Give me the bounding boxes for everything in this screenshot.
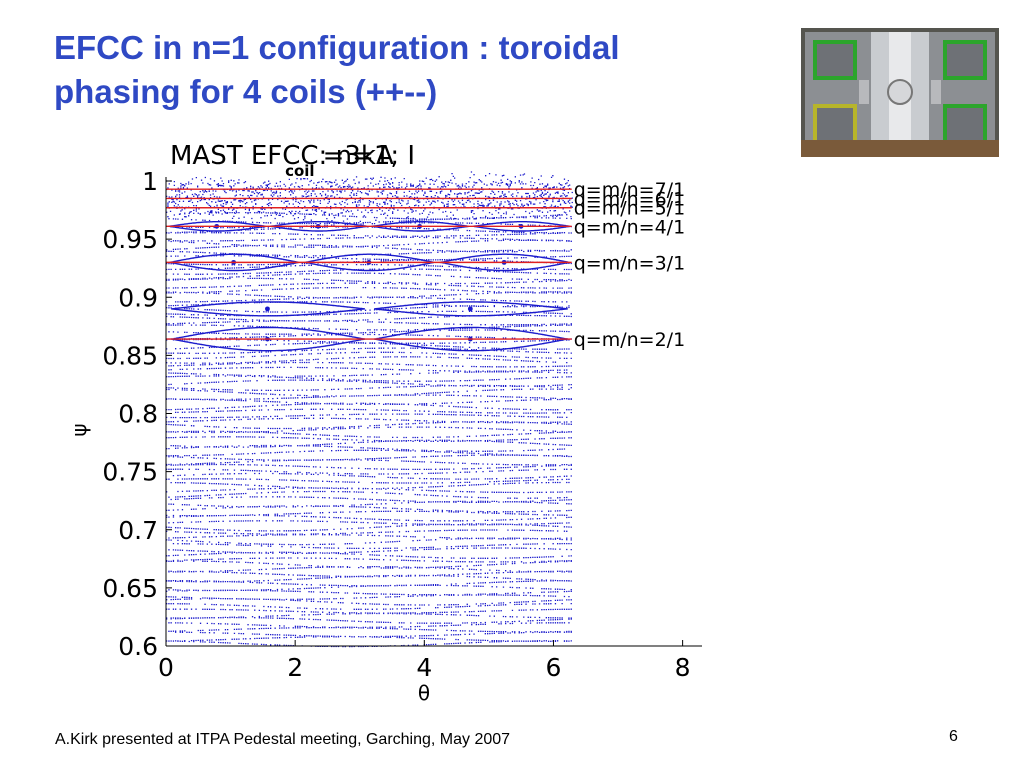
x-tick-label: 6 (546, 653, 562, 682)
chart-title-main: MAST EFCC: n=1; I (170, 141, 415, 171)
slide-title-line1: EFCC in n=1 configuration : toroidal (54, 29, 620, 66)
island-o-point (265, 306, 270, 312)
chart-axes: 0 2 4 6 8 0.6 0.65 0.7 0.75 0.8 0.85 0.9 0.95 1 (102, 167, 702, 682)
y-tick-label: 0.6 (118, 632, 158, 661)
y-axis-label: ψ (67, 423, 91, 436)
resonant-surface-label: q=m/n=4/1 (574, 216, 685, 238)
resonant-surface-label: q=m/n=3/1 (574, 252, 685, 274)
x-tick-label: 4 (416, 653, 432, 682)
slide-title-line2: phasing for 4 coils (++--) (54, 73, 438, 110)
flux-surface-points (166, 171, 573, 648)
island-o-point (467, 306, 473, 312)
resonant-surface-label: q=m/n=2/1 (574, 329, 685, 351)
y-tick-label: 0.8 (118, 400, 158, 429)
tokamak-vessel-photo-icon (801, 28, 999, 157)
y-tick-label: 0.75 (102, 458, 158, 487)
y-tick-label: 1 (142, 167, 158, 196)
chart-title: MAST EFCC: n=1; Icoil =3kA (170, 141, 415, 180)
chart-title-tail: =3kA (323, 141, 394, 171)
island-chain (171, 301, 568, 317)
y-tick-label: 0.65 (102, 574, 158, 603)
resonant-surface-label: q=m/n=7/1 (574, 179, 685, 201)
y-tick-label: 0.85 (102, 341, 158, 370)
y-tick-label: 0.95 (102, 225, 158, 254)
page-number: 6 (949, 728, 958, 745)
x-axis-label: θ (418, 681, 430, 705)
y-tick-label: 0.9 (118, 283, 158, 312)
y-tick-label: 0.7 (118, 516, 158, 545)
x-tick-label: 2 (287, 653, 303, 682)
chart-title-subscript: coil (285, 162, 314, 180)
plot-area: q=m/n=7/1q=m/n=6/1q=m/n=5/1q=m/n=4/1 q=m/… (166, 171, 685, 648)
x-tick-label: 8 (675, 653, 691, 682)
slide-footer: A.Kirk presented at ITPA Pedestal meetin… (55, 731, 511, 748)
resonant-surface-label: q=m/n=6/1 (574, 188, 685, 210)
x-tick-label: 0 (158, 653, 174, 682)
slide-title: EFCC in n=1 configuration : toroidal pha… (54, 26, 774, 114)
resonant-surface-label: q=m/n=5/1 (574, 198, 685, 220)
